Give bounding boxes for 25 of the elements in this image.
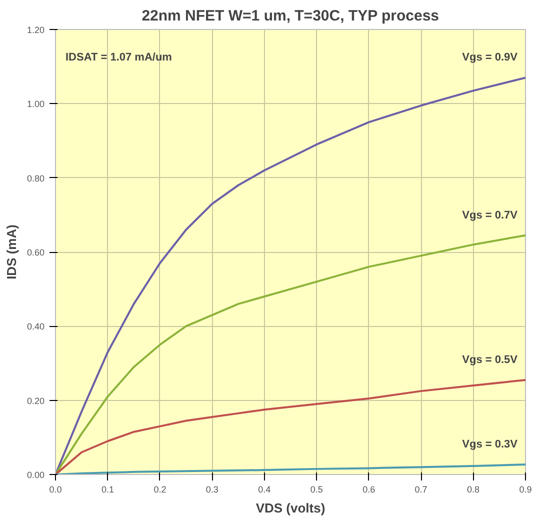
series-label: Vgs = 0.5V [462,354,518,366]
x-tick-label: 0.2 [154,484,166,494]
x-tick-label: 0.9 [519,484,532,494]
y-axis-title: IDS (mA) [4,224,19,280]
y-tick-label: 1.00 [26,99,45,110]
series-label: Vgs = 0.3V [462,438,518,450]
y-tick-label: 0.20 [26,396,45,406]
series-label: Vgs = 0.9V [462,52,518,64]
y-tick-label: 1.20 [26,25,45,35]
x-tick-label: 0.4 [258,484,271,494]
chart-title: 22nm NFET W=1 um, T=30C, TYP process [142,8,440,24]
x-tick-label: 0.5 [310,484,323,494]
x-tick-label: 0.8 [467,484,480,494]
x-tick-label: 0.0 [49,484,62,494]
y-tick-label: 0.80 [26,173,45,184]
y-tick-label: 0.60 [26,248,45,258]
x-tick-label: 0.6 [362,484,376,494]
x-tick-label: 0.3 [206,484,218,494]
y-tick-label: 0.00 [26,470,45,480]
annotation: IDSAT = 1.07 mA/um [66,52,172,64]
x-tick-label: 0.1 [101,484,114,494]
x-axis-title: VDS (volts) [256,500,326,516]
x-tick-label: 0.7 [414,484,428,494]
series-label: Vgs = 0.7V [462,209,518,222]
y-tick-label: 0.40 [26,322,45,332]
